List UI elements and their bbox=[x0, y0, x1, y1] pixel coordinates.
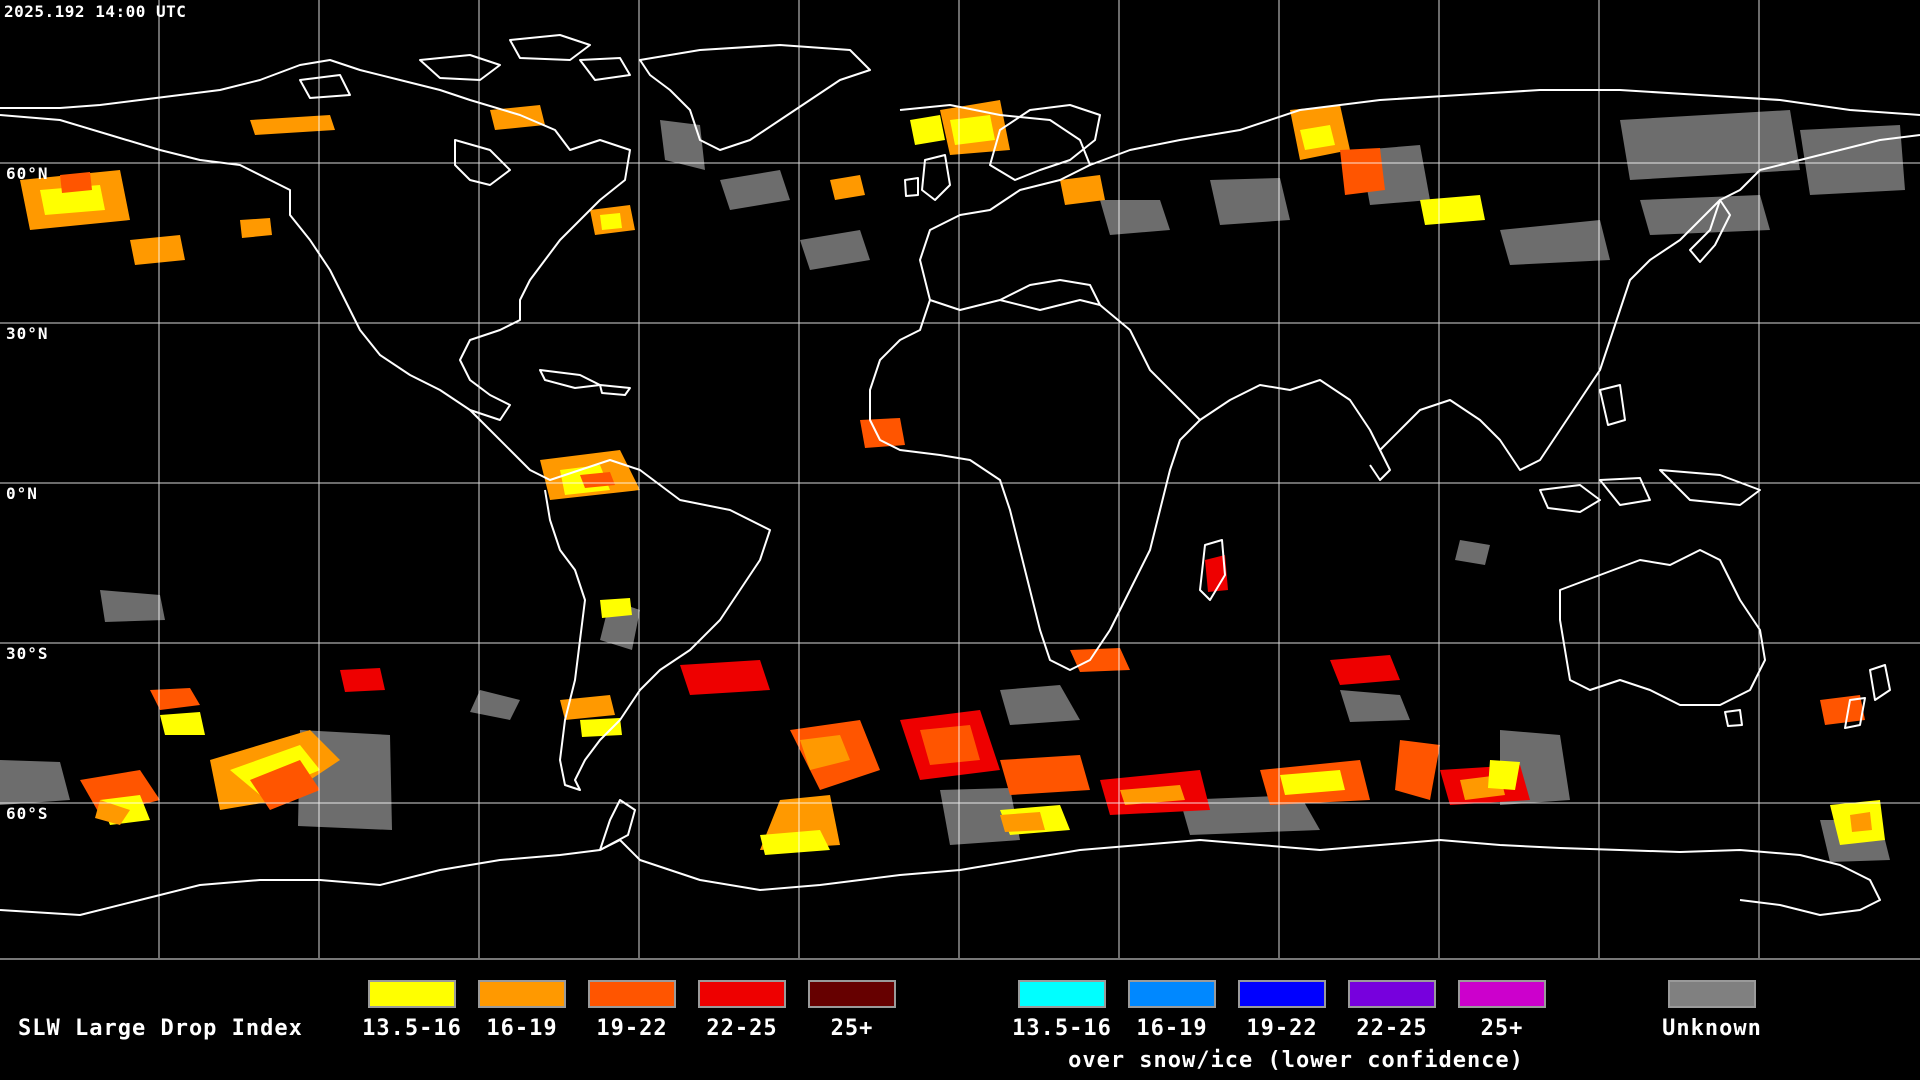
lat-label-0n: 0°N bbox=[6, 484, 38, 503]
legend-panel: SLW Large Drop Index 13.5-16 16-19 19-22… bbox=[0, 958, 1920, 1080]
legend-swatch-liquid-3 bbox=[588, 980, 676, 1008]
legend-label-snow-1: 13.5-16 bbox=[1012, 1016, 1112, 1041]
legend-swatch-snow-5 bbox=[1458, 980, 1546, 1008]
lat-label-60n: 60°N bbox=[6, 164, 49, 183]
lat-label-60s: 60°S bbox=[6, 804, 49, 823]
legend-label-liquid-2: 16-19 bbox=[486, 1016, 558, 1041]
legend-label-liquid-1: 13.5-16 bbox=[362, 1016, 462, 1041]
legend-label-snow-4: 22-25 bbox=[1356, 1016, 1428, 1041]
lat-label-30n: 30°N bbox=[6, 324, 49, 343]
legend-label-snow-5: 25+ bbox=[1480, 1016, 1524, 1041]
legend-swatch-liquid-2 bbox=[478, 980, 566, 1008]
legend-swatch-liquid-5 bbox=[808, 980, 896, 1008]
graticule-grid bbox=[0, 0, 1920, 958]
legend-label-liquid-4: 22-25 bbox=[706, 1016, 778, 1041]
world-map bbox=[0, 0, 1920, 958]
legend-label-liquid-5: 25+ bbox=[830, 1016, 874, 1041]
legend-swatch-snow-3 bbox=[1238, 980, 1326, 1008]
legend-label-unknown: Unknown bbox=[1662, 1016, 1762, 1041]
legend-swatch-liquid-4 bbox=[698, 980, 786, 1008]
map-panel: 2025.192 14:00 UTC 60°N 30°N 0°N 30°S 60… bbox=[0, 0, 1920, 958]
legend-label-liquid-3: 19-22 bbox=[596, 1016, 668, 1041]
legend-swatch-snow-1 bbox=[1018, 980, 1106, 1008]
legend-label-snow-2: 16-19 bbox=[1136, 1016, 1208, 1041]
lat-label-30s: 30°S bbox=[6, 644, 49, 663]
legend-swatch-snow-2 bbox=[1128, 980, 1216, 1008]
legend-swatch-liquid-1 bbox=[368, 980, 456, 1008]
legend-swatch-unknown bbox=[1668, 980, 1756, 1008]
timestamp-label: 2025.192 14:00 UTC bbox=[4, 2, 187, 21]
coastline-layer bbox=[0, 34, 1920, 916]
legend-swatch-snow-4 bbox=[1348, 980, 1436, 1008]
snow-ice-note: over snow/ice (lower confidence) bbox=[1068, 1048, 1524, 1073]
legend-label-snow-3: 19-22 bbox=[1246, 1016, 1318, 1041]
legend-title: SLW Large Drop Index bbox=[18, 1016, 303, 1041]
